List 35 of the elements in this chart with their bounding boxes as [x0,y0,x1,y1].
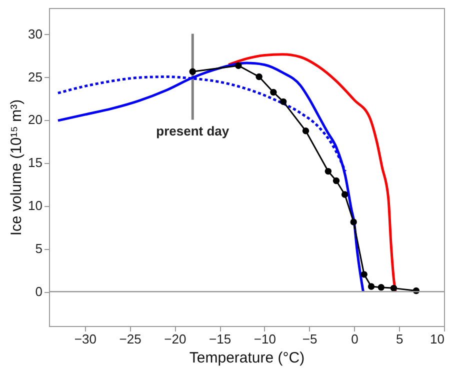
x-tick-label: −5 [302,332,318,346]
x-axis-title: Temperature (°C) [189,350,305,366]
line-series [227,53,397,293]
y-tick-label: 5 [35,241,42,256]
point [302,128,310,134]
y-tick-label: 20 [28,112,42,128]
point [341,191,348,198]
y-tick-label: 30 [28,26,42,42]
x-tick-label: −10 [254,332,276,346]
point [235,62,242,69]
point [270,88,277,96]
point [390,284,398,292]
point [256,73,262,80]
x-tick-label: −30 [74,332,96,346]
x-tick-label: 10 [430,332,444,346]
x-tick-label: −25 [119,332,142,346]
series-label: present day [156,124,230,139]
x-tick-label: 0 [351,332,358,346]
point [360,271,368,278]
line-series [56,62,364,293]
x-tick-label: −15 [209,332,232,346]
point [324,168,332,175]
point [332,177,340,184]
y-tick-label: 10 [28,198,42,214]
y-tick-label: 0 [35,284,42,300]
point [350,218,357,226]
y-tick-label: 25 [28,69,42,84]
y-tick-label: 15 [28,155,42,170]
point [368,283,375,290]
x-tick-label: −20 [164,332,186,346]
y-axis-title: Ice volume (10¹⁵ m³) [8,99,26,236]
x-tick-label: 5 [396,332,404,346]
point [189,68,196,75]
point [378,284,385,291]
point [280,98,287,106]
